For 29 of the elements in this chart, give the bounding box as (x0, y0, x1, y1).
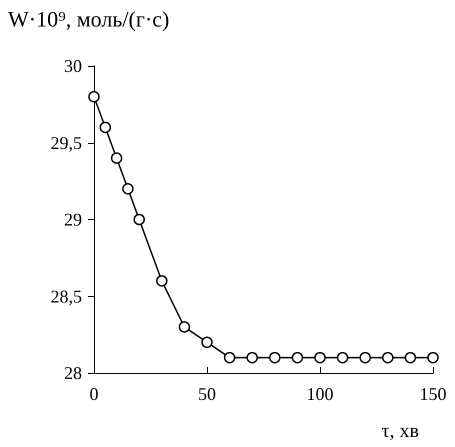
point (292, 352, 304, 364)
y-tick-label: 28,5 (50, 286, 82, 306)
y-tick-label: 28 (64, 363, 82, 383)
point (269, 352, 281, 364)
x-tick-label: 100 (306, 384, 334, 404)
point (88, 90, 100, 102)
point (427, 352, 439, 364)
y-tick-label: 30 (64, 56, 82, 76)
point (314, 352, 326, 364)
point (224, 352, 236, 364)
point (359, 352, 371, 364)
point (100, 122, 112, 134)
point (133, 214, 145, 226)
y-axis-title: W·10⁹, моль/(г·с) (8, 6, 170, 32)
point (336, 352, 348, 364)
point (122, 183, 134, 195)
y-tick-label: 29 (64, 210, 82, 230)
x-tick-label: 0 (90, 384, 98, 404)
point (178, 321, 190, 333)
x-tick-label: 150 (420, 384, 446, 404)
x-tick-label: 50 (198, 384, 216, 404)
point (110, 152, 122, 164)
x-axis-title: τ, хв (382, 420, 420, 442)
point (382, 352, 394, 364)
point (404, 352, 416, 364)
point (156, 275, 168, 287)
point (246, 352, 258, 364)
point (201, 336, 213, 348)
y-tick-label: 29,5 (50, 132, 82, 153)
